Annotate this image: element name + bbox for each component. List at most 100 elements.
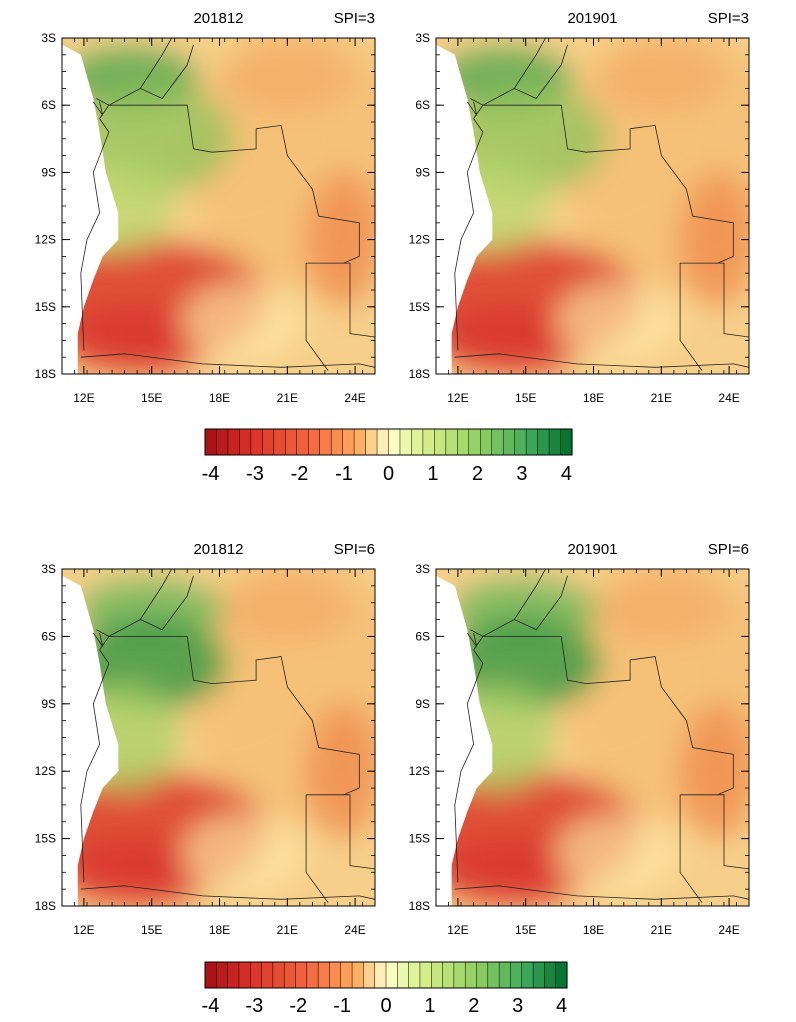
country-borders — [80, 38, 375, 371]
lon-tick-label: 15E — [141, 923, 162, 937]
lon-tick-label: 24E — [718, 391, 739, 405]
colorbar-swatch — [408, 961, 421, 989]
colorbar-swatch — [548, 428, 562, 456]
colorbar-swatch — [555, 961, 568, 989]
colorbar-swatch — [476, 961, 489, 989]
colorbar-swatch — [388, 428, 401, 456]
colorbar-swatch — [342, 428, 355, 456]
colorbar-swatch — [376, 428, 390, 456]
colorbar-swatch — [480, 428, 493, 456]
colorbar-swatch — [521, 961, 534, 989]
colorbar-swatch — [453, 961, 466, 989]
colorbar-swatch — [273, 428, 286, 456]
lat-tick-label: 9S — [41, 165, 56, 179]
spi-field — [436, 38, 749, 374]
colorbar-swatch — [216, 428, 229, 456]
lat-tick-label: 18S — [35, 899, 56, 913]
colorbar-swatch — [285, 428, 298, 456]
lat-tick-label: 15S — [35, 832, 56, 846]
lat-tick-label: 15S — [409, 832, 430, 846]
colorbar-swatch — [491, 428, 504, 456]
colorbar-swatch — [306, 961, 319, 989]
lon-tick-label: 18E — [583, 923, 604, 937]
country-borders — [454, 569, 749, 903]
colorbar-label: 1 — [424, 995, 435, 1017]
lon-tick-label: 24E — [344, 923, 365, 937]
lon-tick-label: 24E — [344, 391, 365, 405]
ocean-area — [436, 575, 493, 906]
colorbar-label: -1 — [333, 995, 351, 1017]
colorbar-swatch — [385, 961, 398, 989]
map-panel: 3S 6S 9S 12S 15S 18S 12E 15E 18E 21E 24E 201901 SPI=… — [409, 10, 750, 405]
colorbar-label: 4 — [556, 995, 567, 1017]
colorbar-label: -4 — [202, 463, 220, 485]
panel-date: 201901 — [567, 10, 617, 27]
colorbar-swatch — [250, 961, 263, 989]
spi-field — [62, 38, 375, 374]
colorbar-swatch — [442, 961, 455, 989]
colorbar-swatch — [227, 428, 240, 456]
lat-tick-label: 3S — [41, 562, 56, 576]
colorbar-swatch — [419, 961, 432, 989]
lat-tick-label: 15S — [35, 300, 56, 314]
colorbar-swatch — [411, 428, 424, 456]
lon-tick-label: 21E — [651, 923, 672, 937]
colorbar-swatch — [457, 428, 470, 456]
colorbar-label: 3 — [516, 463, 527, 485]
colorbar-swatch — [544, 961, 557, 989]
map-panel: 3S 6S 9S 12S 15S 18S 12E 15E 18E 21E 24E 201812 SPI=… — [35, 10, 376, 405]
colorbar-label: -1 — [335, 463, 353, 485]
colorbar-swatch — [353, 428, 367, 456]
lat-tick-label: 12S — [35, 233, 56, 247]
lon-tick-label: 12E — [447, 923, 468, 937]
colorbar-label: 2 — [468, 995, 479, 1017]
colorbar-swatch — [431, 961, 444, 989]
lat-tick-label: 6S — [41, 629, 56, 643]
colorbar-swatch — [422, 428, 435, 456]
lon-tick-label: 15E — [515, 923, 536, 937]
lon-tick-label: 15E — [515, 391, 536, 405]
map-panel: 3S 6S 9S 12S 15S 18S 12E 15E 18E 21E 24E 201812 SPI=… — [35, 541, 376, 937]
lat-tick-label: 3S — [415, 31, 430, 45]
colorbar-label: 0 — [383, 463, 394, 485]
colorbar-swatch — [498, 961, 511, 989]
colorbar-label: -2 — [291, 463, 309, 485]
colorbar-swatch — [239, 428, 252, 456]
map-panel: 3S 6S 9S 12S 15S 18S 12E 15E 18E 21E 24E 201901 SPI=… — [409, 541, 750, 937]
colorbar-swatch — [374, 961, 387, 989]
colorbar-swatch — [204, 961, 217, 989]
colorbar-swatch — [296, 428, 309, 456]
lon-tick-label: 15E — [141, 391, 162, 405]
spi-field — [436, 569, 749, 906]
colorbar-swatch — [261, 961, 274, 989]
lat-tick-label: 9S — [415, 697, 430, 711]
colorbar-label: 3 — [512, 995, 523, 1017]
lat-tick-label: 15S — [409, 300, 430, 314]
colorbar-swatch — [525, 428, 539, 456]
colorbar-swatch — [330, 428, 344, 456]
lat-tick-label: 6S — [415, 629, 430, 643]
colorbar-swatch — [510, 961, 523, 989]
colorbar-swatch — [445, 428, 458, 456]
colorbar-swatch — [464, 961, 478, 989]
colorbar-swatch — [283, 961, 297, 989]
lon-tick-label: 21E — [651, 391, 672, 405]
lat-tick-label: 6S — [415, 98, 430, 112]
colorbar-swatch — [365, 428, 378, 456]
colorbar-label: -4 — [202, 995, 220, 1017]
colorbar-swatch — [216, 961, 229, 989]
lon-tick-label: 18E — [209, 391, 230, 405]
colorbar-swatch — [204, 428, 218, 456]
colorbar-swatch — [262, 428, 275, 456]
colorbar-swatch — [487, 961, 500, 989]
colorbar-swatch — [514, 428, 527, 456]
lat-tick-label: 6S — [41, 98, 56, 112]
colorbar-label: -3 — [245, 995, 263, 1017]
colorbar: -4 -3 -2 -1 0 1 2 3 4 — [202, 961, 568, 1017]
colorbar: -4 -3 -2 -1 0 1 2 3 4 — [202, 428, 573, 485]
panel-spi-label: SPI=3 — [334, 10, 375, 27]
colorbar-label: -2 — [289, 995, 307, 1017]
colorbar-swatch — [317, 961, 330, 989]
colorbar-swatch — [227, 961, 240, 989]
